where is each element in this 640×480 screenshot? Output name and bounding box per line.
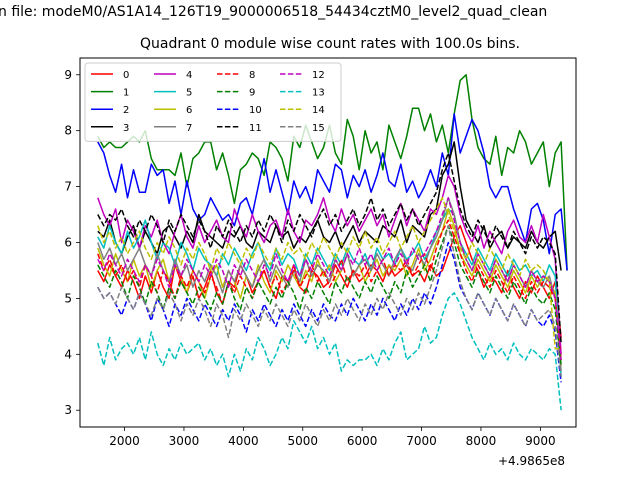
- legend-label-4: 4: [186, 70, 192, 81]
- series-line-3: [97, 141, 562, 271]
- ticks-layer: 2000 3000 4000 5000 6000 7000 8000 9000 3 4 5 6 7 8 9: [64, 68, 555, 448]
- y-tick-label: 9: [64, 68, 72, 82]
- figure-suptitle: n file: modeM0/AS1A14_126T19_9000006518_…: [0, 4, 548, 20]
- series-line-15: [97, 224, 562, 377]
- legend-label-15: 15: [312, 123, 325, 134]
- x-tick-label: 5000: [287, 434, 318, 448]
- y-tick-label: 7: [64, 180, 72, 194]
- legend-label-6: 6: [186, 105, 192, 116]
- series-line-9: [97, 224, 562, 366]
- legend-label-12: 12: [312, 70, 325, 81]
- x-tick-label: 7000: [406, 434, 437, 448]
- legend-label-1: 1: [123, 88, 129, 99]
- legend-label-13: 13: [312, 88, 325, 99]
- x-tick-label: 2000: [109, 434, 140, 448]
- legend-label-7: 7: [186, 123, 192, 134]
- x-tick-label: 9000: [525, 434, 556, 448]
- y-tick-label: 5: [64, 291, 72, 305]
- x-tick-label: 3000: [169, 434, 200, 448]
- legend-label-11: 11: [249, 123, 262, 134]
- y-tick-label: 4: [64, 347, 72, 361]
- x-tick-label: 6000: [347, 434, 378, 448]
- legend-box: [84, 62, 342, 142]
- series-line-12: [97, 197, 562, 360]
- legend-label-14: 14: [312, 105, 325, 116]
- series-line-13: [97, 292, 562, 411]
- x-tick-label: 4000: [228, 434, 259, 448]
- x-axis-offset-label: +4.9865e8: [498, 454, 566, 468]
- y-tick-label: 6: [64, 236, 72, 250]
- series-line-14: [97, 197, 562, 350]
- series-layer: [97, 74, 568, 411]
- legend-label-0: 0: [123, 70, 129, 81]
- chart-title: Quadrant 0 module wise count rates with …: [140, 36, 520, 52]
- legend-label-5: 5: [186, 88, 192, 99]
- series-line-11: [97, 152, 562, 344]
- legend-label-2: 2: [123, 105, 129, 116]
- legend-label-3: 3: [123, 123, 129, 134]
- legend-label-8: 8: [249, 70, 255, 81]
- series-line-2: [97, 113, 568, 271]
- legend-label-9: 9: [249, 88, 255, 99]
- legend-label-10: 10: [249, 105, 262, 116]
- y-tick-label: 3: [64, 403, 72, 417]
- x-tick-label: 8000: [466, 434, 497, 448]
- y-tick-label: 8: [64, 124, 72, 138]
